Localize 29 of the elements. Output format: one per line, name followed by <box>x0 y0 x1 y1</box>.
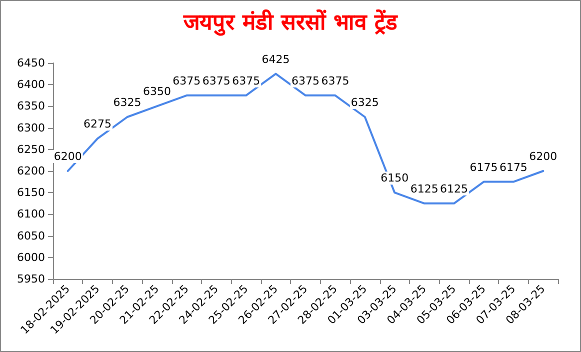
y-tick-label: 6300 <box>17 121 45 134</box>
y-tick-label: 6100 <box>17 208 45 221</box>
data-label: 6375 <box>232 74 260 88</box>
data-label: 6425 <box>262 52 290 66</box>
data-label: 6325 <box>113 96 142 109</box>
data-label: 6125 <box>440 182 468 196</box>
chart-title: जयपुर मंडी सरसों भाव ट्रेंड <box>182 8 398 36</box>
y-tick-label: 6050 <box>17 229 45 242</box>
data-label: 6375 <box>172 74 201 88</box>
data-label: 6375 <box>292 74 320 88</box>
y-tick-label: 6200 <box>17 164 45 178</box>
data-label: 6200 <box>529 150 558 163</box>
data-label: 6175 <box>470 160 498 174</box>
data-label: 6150 <box>380 172 409 185</box>
data-label: 6125 <box>410 182 438 196</box>
y-tick-label: 6350 <box>17 100 45 113</box>
y-tick-label: 6150 <box>17 186 45 200</box>
y-tick-label: 6250 <box>17 142 45 156</box>
data-label: 6325 <box>350 96 379 109</box>
data-label: 6350 <box>142 85 171 98</box>
data-label: 6375 <box>202 74 230 88</box>
data-label: 6375 <box>321 74 350 88</box>
data-label: 6175 <box>499 160 528 174</box>
y-tick-label: 6450 <box>17 56 45 70</box>
y-tick-label: 6000 <box>17 250 45 264</box>
data-label: 6275 <box>84 118 112 131</box>
y-tick-label: 5950 <box>17 272 45 286</box>
y-tick-label: 6400 <box>17 78 45 92</box>
data-label: 6200 <box>54 150 82 163</box>
